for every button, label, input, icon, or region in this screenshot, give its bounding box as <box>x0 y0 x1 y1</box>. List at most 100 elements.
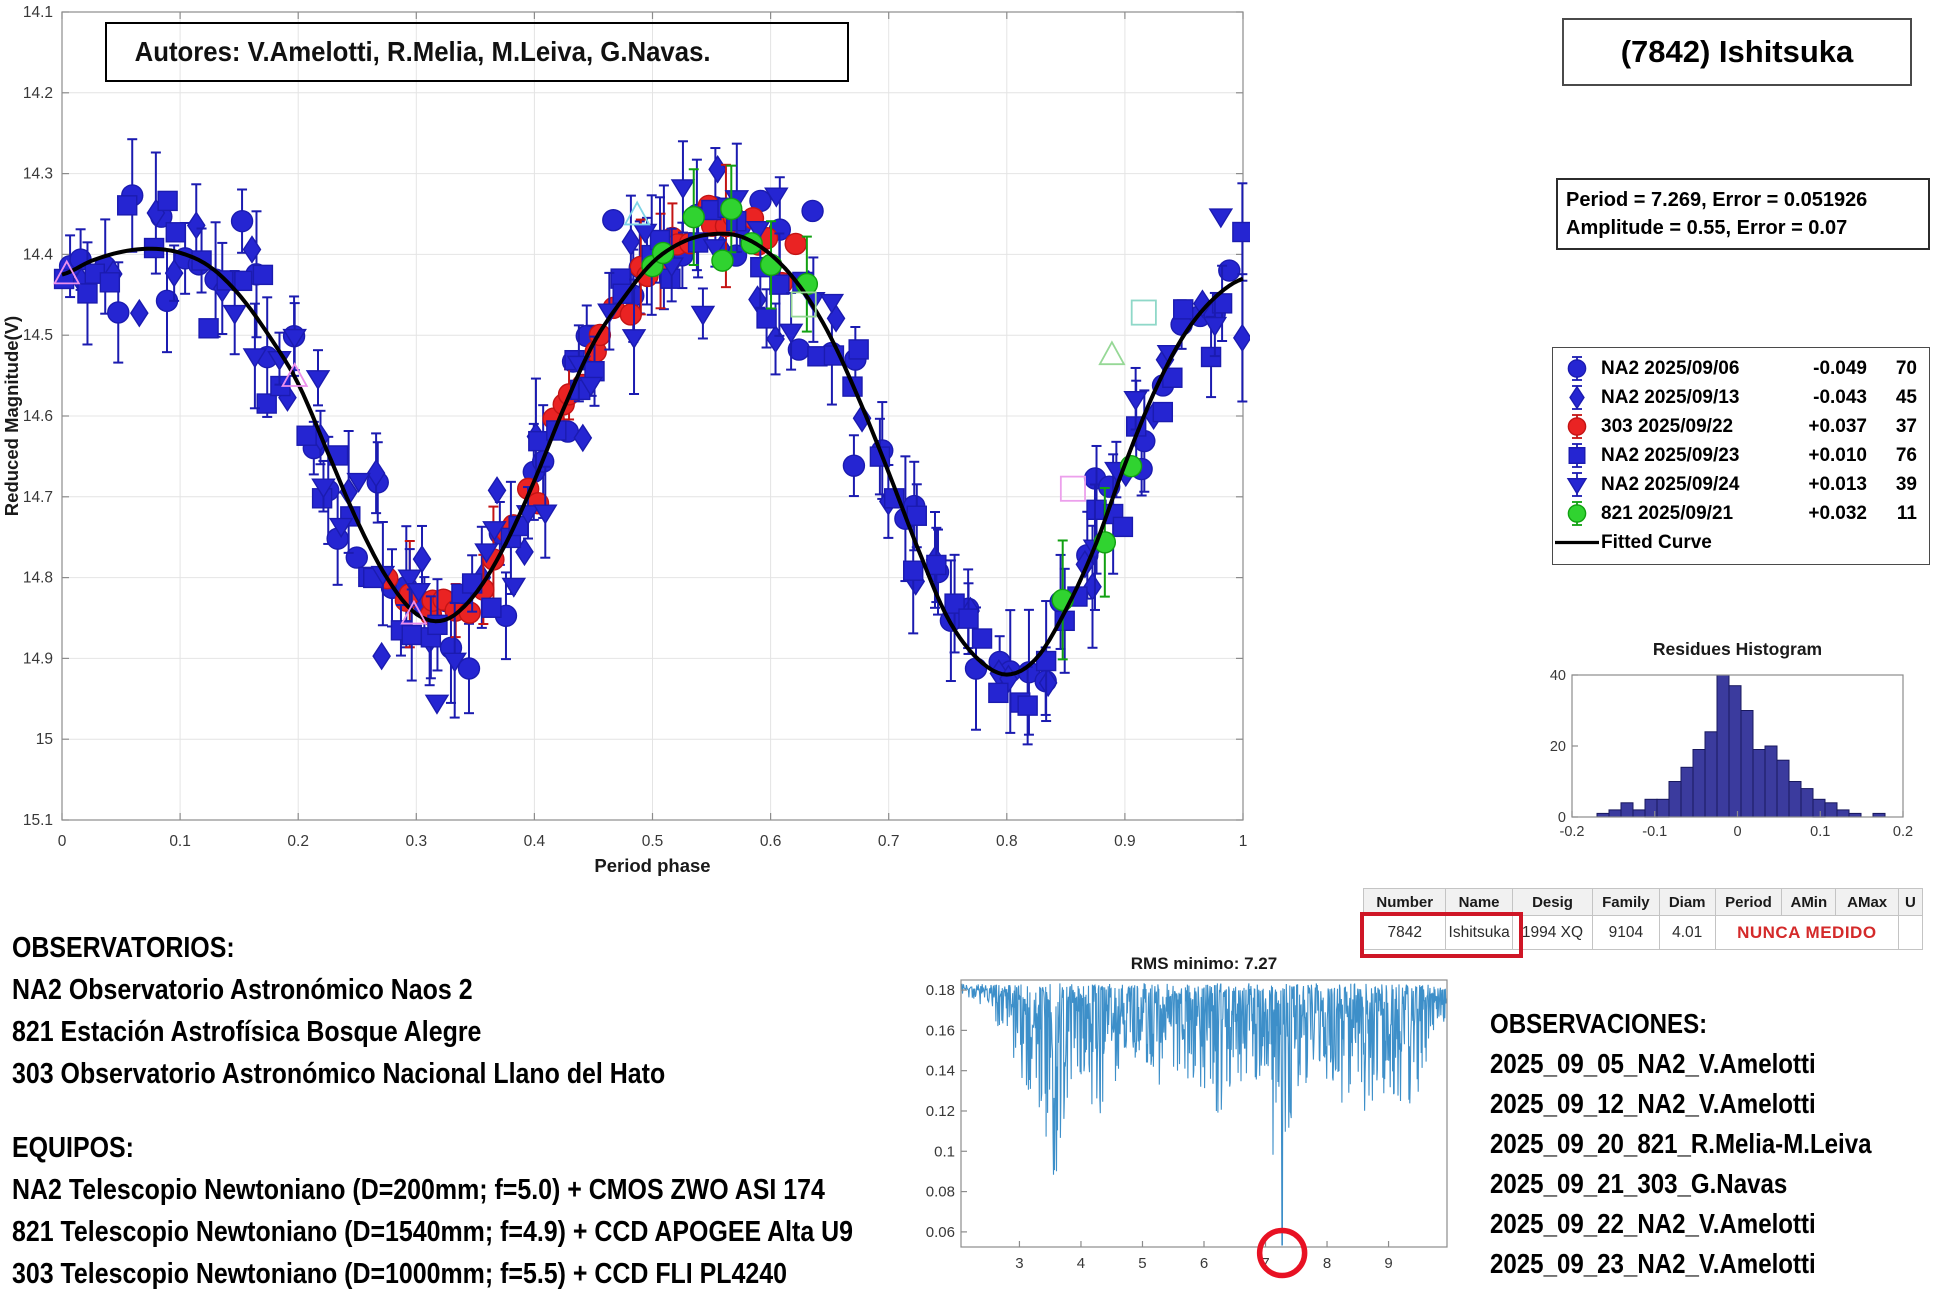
legend-count: 37 <box>1895 415 1917 437</box>
svg-text:0.7: 0.7 <box>878 833 900 850</box>
svg-text:14.3: 14.3 <box>23 166 53 183</box>
asteroid-info-table-inner: Number Name Desig Family Diam Period AMin AMax U… <box>1362 888 1924 950</box>
legend-row: NA2 2025/09/24 +0.013 39 <box>1553 470 1929 499</box>
svg-text:14.7: 14.7 <box>23 489 53 506</box>
table-header-family: Family <box>1592 888 1660 916</box>
svg-text:Period phase: Period phase <box>594 855 710 876</box>
legend-label: NA2 2025/09/24 <box>1601 473 1740 495</box>
observatorios-block: OBSERVATORIOS: NA2 Observatorio Astronóm… <box>12 927 665 1095</box>
svg-text:0.18: 0.18 <box>926 982 955 999</box>
cell-period-note: NUNCA MEDIDO <box>1714 915 1899 950</box>
observacion-line: 2025_09_22_NA2_V.Amelotti <box>1490 1208 1816 1239</box>
observacion-line: 2025_09_20_821_R.Melia-M.Leiva <box>1490 1128 1872 1159</box>
observatorios-title: OBSERVATORIOS: <box>12 932 235 964</box>
object-title-box: (7842) Ishitsuka <box>1562 18 1912 86</box>
asteroid-info-table: Number Name Desig Family Diam Period AMin AMax U… <box>1360 888 1924 958</box>
equipos-block: EQUIPOS: NA2 Telescopio Newtoniano (D=20… <box>12 1127 853 1295</box>
svg-text:8: 8 <box>1323 1255 1331 1272</box>
svg-text:40: 40 <box>1550 668 1566 684</box>
svg-text:14.6: 14.6 <box>23 408 53 425</box>
observacion-line: 2025_09_21_303_G.Navas <box>1490 1168 1788 1199</box>
info-table: Number Name Desig Family Diam Period AMin AMax U… <box>1362 888 1924 950</box>
period-error-line: Period = 7.269, Error = 0.051926 <box>1566 189 1868 211</box>
svg-text:-0.1: -0.1 <box>1642 824 1667 840</box>
svg-text:14.2: 14.2 <box>23 85 53 102</box>
svg-text:0.1: 0.1 <box>934 1143 955 1160</box>
equipo-line: 821 Telescopio Newtoniano (D=1540mm; f=4… <box>12 1216 854 1248</box>
equipo-line: NA2 Telescopio Newtoniano (D=200mm; f=5.… <box>12 1174 825 1206</box>
svg-text:0.06: 0.06 <box>926 1224 955 1241</box>
svg-text:5: 5 <box>1138 1255 1146 1272</box>
legend-offset: -0.043 <box>1813 386 1867 408</box>
table-header-amin: AMin <box>1781 888 1837 916</box>
legend-count: 11 <box>1896 502 1917 524</box>
svg-text:Reduced Magnitude(V): Reduced Magnitude(V) <box>1 316 22 516</box>
svg-text:6: 6 <box>1200 1255 1208 1272</box>
observatorios-lines: NA2 Observatorio Astronómico Naos 2 821 E… <box>12 969 665 1095</box>
svg-text:Residues Histogram: Residues Histogram <box>1653 639 1822 659</box>
table-header-diam: Diam <box>1658 888 1716 916</box>
legend-label: 303 2025/09/22 <box>1601 415 1734 437</box>
legend-row: NA2 2025/09/23 +0.010 76 <box>1553 441 1929 470</box>
svg-text:0.1: 0.1 <box>1810 824 1830 840</box>
svg-text:0.16: 0.16 <box>926 1022 955 1039</box>
legend-marker-icon <box>1553 499 1601 528</box>
legend-row: NA2 2025/09/13 -0.043 45 <box>1553 383 1929 412</box>
svg-text:15: 15 <box>36 731 53 748</box>
svg-text:0.5: 0.5 <box>642 833 664 850</box>
legend-fitted-label: Fitted Curve <box>1601 531 1712 553</box>
svg-text:14.8: 14.8 <box>23 570 53 587</box>
authors-label: Autores: V.Amelotti, R.Melia, M.Leiva, G… <box>134 36 711 67</box>
legend-row-fitted: Fitted Curve <box>1553 528 1929 557</box>
equipos-title: EQUIPOS: <box>12 1132 134 1164</box>
cell-diam: 4.01 <box>1658 915 1716 950</box>
legend-count: 76 <box>1895 444 1917 466</box>
svg-text:0.2: 0.2 <box>287 833 309 850</box>
svg-text:0.2: 0.2 <box>1893 824 1913 840</box>
legend-marker-icon <box>1553 383 1601 412</box>
svg-text:3: 3 <box>1015 1255 1023 1272</box>
legend-marker-icon <box>1553 470 1601 499</box>
legend-row: NA2 2025/09/06 -0.049 70 <box>1553 354 1929 383</box>
svg-text:0.6: 0.6 <box>760 833 782 850</box>
observacion-line: 2025_09_12_NA2_V.Amelotti <box>1490 1088 1816 1119</box>
legend-offset: +0.037 <box>1808 415 1867 437</box>
svg-text:14.5: 14.5 <box>23 327 53 344</box>
amplitude-error-line: Amplitude = 0.55, Error = 0.07 <box>1566 217 1848 239</box>
authors-box: Autores: V.Amelotti, R.Melia, M.Leiva, G… <box>105 22 849 82</box>
table-header-number: Number <box>1362 888 1447 916</box>
legend-label: NA2 2025/09/06 <box>1601 357 1740 379</box>
svg-text:0.14: 0.14 <box>926 1063 955 1080</box>
cell-desig: 1994 XQ <box>1511 915 1594 950</box>
cell-u <box>1897 915 1924 950</box>
lightcurve-plot: 0 0.1 0.2 0.3 0.4 0.5 0.6 0.7 0.8 0.9 1 14.1 14.2 14.… <box>1 4 1250 876</box>
observaciones-lines: 2025_09_05_NA2_V.Amelotti 2025_09_12_NA2_… <box>1490 1044 1872 1284</box>
legend-box: NA2 2025/09/06 -0.049 70 NA2 2025/09/13 … <box>1552 347 1930 565</box>
svg-text:0: 0 <box>58 833 67 850</box>
svg-text:0.08: 0.08 <box>926 1184 955 1201</box>
table-header-amax: AMax <box>1835 888 1899 916</box>
residues-histogram: Residues Histogram -0.2 -0.1 0 0.1 0.2 0 20 40 <box>1550 639 1913 840</box>
equipo-line: 303 Telescopio Newtoniano (D=1000mm; f=5… <box>12 1258 788 1290</box>
legend-label: NA2 2025/09/23 <box>1601 444 1740 466</box>
legend-row: 821 2025/09/21 +0.032 11 <box>1553 499 1929 528</box>
equipos-lines: NA2 Telescopio Newtoniano (D=200mm; f=5.… <box>12 1169 853 1295</box>
cell-family: 9104 <box>1592 915 1660 950</box>
svg-text:20: 20 <box>1550 739 1566 755</box>
svg-text:0.12: 0.12 <box>926 1103 955 1120</box>
svg-text:RMS minimo: 7.27: RMS minimo: 7.27 <box>1131 954 1277 973</box>
legend-count: 70 <box>1895 357 1917 379</box>
object-title: (7842) Ishitsuka <box>1620 34 1854 69</box>
legend-marker-icon <box>1553 412 1601 441</box>
observatorio-line: 821 Estación Astrofísica Bosque Alegre <box>12 1016 482 1048</box>
legend-offset: +0.032 <box>1808 502 1867 524</box>
observacion-line: 2025_09_23_NA2_V.Amelotti <box>1490 1248 1816 1279</box>
legend-label: NA2 2025/09/13 <box>1601 386 1740 408</box>
svg-text:7: 7 <box>1261 1255 1269 1272</box>
table-header-period: Period <box>1714 888 1783 916</box>
svg-text:0.9: 0.9 <box>1114 833 1136 850</box>
legend-marker-icon <box>1553 441 1601 470</box>
svg-text:15.1: 15.1 <box>23 812 53 829</box>
legend-offset: -0.049 <box>1813 357 1867 379</box>
